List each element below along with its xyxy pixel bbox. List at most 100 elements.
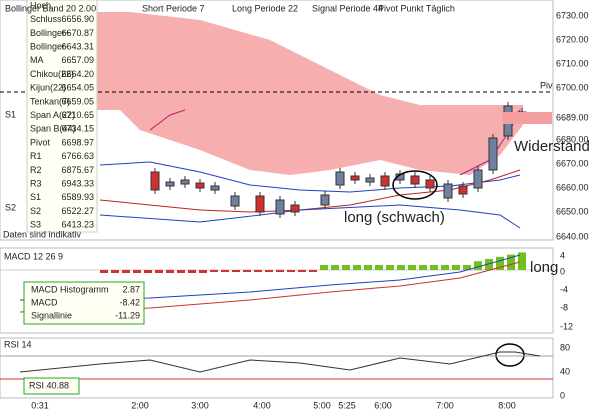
rsi-line [19,351,541,373]
legend-label: S3 [30,220,41,230]
hist-bar [518,252,526,270]
hist-bar [199,270,207,273]
price-tick: 6640.00 [556,231,589,241]
legend-label: R1 [30,151,42,161]
candle [195,182,205,189]
macd-legend-value: -11.29 [115,310,140,320]
macd-legend-label: MACD Histogramm [31,284,109,294]
macd-legend-label: MACD [31,297,58,307]
toolbar-label: Pivot Punkt Täglich [378,3,455,13]
legend-value: 6670.87 [61,28,94,38]
hist-bar [430,265,438,270]
legend-value: 6710.65 [61,110,94,120]
rsi-panel [0,337,554,399]
panel-title: RSI 14 [4,339,32,349]
candle [365,177,375,183]
time-tick: 7:00 [436,400,454,410]
macd-legend-value: -8.42 [119,297,140,307]
time-tick: 0:31 [31,400,49,410]
rsi-tick: 0 [560,390,565,400]
hist-bar [375,265,383,270]
price-tick: 6710.00 [556,58,589,68]
hist-bar [320,265,328,270]
legend-value: 6589.93 [61,192,94,202]
legend-value: 6522.27 [61,206,94,216]
legend-label: MA [30,55,44,65]
legend-label: Span B(44) [30,124,76,134]
side-label: S1 [5,109,16,119]
pivot-tag: Piv [540,80,553,90]
rsi-readout: RSI 40.88 [29,380,69,390]
hist-bar [496,256,504,270]
rsi-tick: 80 [560,342,570,352]
hist-bar [111,270,119,273]
side-label: S2 [5,202,16,212]
legend-label: Chikou(22) [30,69,74,79]
hist-bar [386,265,394,270]
highlight-circle [392,170,438,200]
legend-value: 6734.15 [61,124,94,134]
legend-box [26,0,98,233]
candle [230,195,240,207]
legend-label: Pivot [30,137,51,147]
macd-tick: 4 [560,250,565,260]
legend-label: Hoch [30,0,51,10]
macd-tick: -4 [560,284,568,294]
annotation: long (schwach) [344,209,445,226]
legend-value: 6654.05 [61,83,94,93]
hist-bar [265,270,273,272]
hist-bar [364,265,372,270]
hist-bar [254,270,262,272]
time-tick: 6:00 [374,400,392,410]
hist-bar [452,265,460,270]
macd-line [19,254,521,301]
legend-value: 6659.05 [61,96,94,106]
chikou [149,109,186,131]
candle [180,179,190,185]
hist-bar [474,261,482,270]
hist-bar [188,270,196,273]
highlight-circle [495,343,525,367]
hist-bar [221,270,229,272]
annotation: Widerstand [514,138,590,155]
hist-bar [166,270,174,273]
candle [443,183,453,199]
signal-line [19,261,521,313]
hist-bar [485,259,493,270]
hist-bar [133,270,141,273]
hist-bar [331,265,339,270]
toolbar-label: Long Periode 22 [232,3,298,13]
price-tick: 6680.00 [556,134,589,144]
legend-value: 6657.09 [61,55,94,65]
legend-value: 6875.67 [61,165,94,175]
hist-bar [397,265,405,270]
hist-bar [100,270,108,273]
time-tick: 2:00 [131,400,149,410]
time-tick: 3:00 [191,400,209,410]
candle [458,185,468,195]
candle [380,175,390,187]
hist-bar [298,270,306,272]
legend-value: 6643.31 [61,41,94,51]
legend-value: 6656.90 [61,14,94,24]
candle [350,175,360,181]
hist-bar [419,265,427,270]
bollinger-lower [99,204,521,229]
macd-tick: -12 [560,321,573,331]
time-tick: 4:00 [253,400,271,410]
candle [255,195,265,213]
hist-bar [287,270,295,272]
rsi-tick: 40 [560,366,570,376]
candle [275,199,285,215]
macd-legend-value: 2.87 [122,284,140,294]
legend-label: R3 [30,178,42,188]
macd-histogram [100,252,526,273]
toolbar-label: Signal Periode 44 [312,3,383,13]
hist-bar [232,270,240,272]
legend-label: Span A(22) [30,110,75,120]
legend-label: Kijun(22) [30,83,66,93]
hist-bar [353,265,361,270]
legend-label: Schluss [30,14,62,24]
hist-bar [408,265,416,270]
hist-bar [122,270,130,273]
